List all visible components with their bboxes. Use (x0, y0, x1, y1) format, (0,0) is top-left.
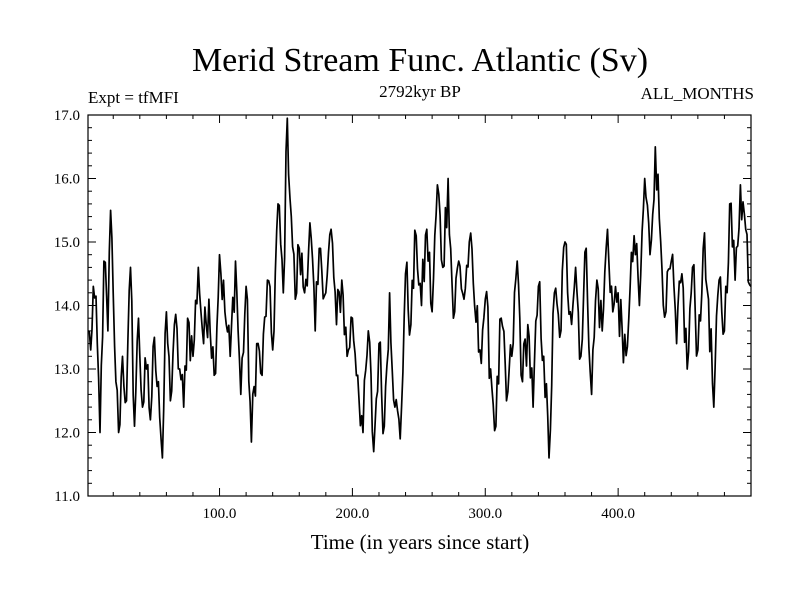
subtitle-date: 2792kyr BP (379, 82, 461, 101)
x-tick-label: 300.0 (468, 506, 502, 522)
x-tick-label: 100.0 (203, 506, 237, 522)
x-tick-label: 400.0 (601, 506, 635, 522)
y-axis: 11.0 12.0 13.0 14.0 15.0 16.0 17.0 (54, 108, 751, 505)
y-tick-label: 12.0 (54, 426, 80, 442)
x-axis-label: Time (in years since start) (311, 530, 530, 554)
subtitle-months: ALL_MONTHS (641, 84, 754, 103)
y-tick-label: 16.0 (54, 172, 80, 188)
y-tick-label: 11.0 (54, 489, 80, 505)
y-tick-label: 14.0 (54, 299, 80, 315)
x-tick-label: 200.0 (336, 506, 370, 522)
y-tick-label: 15.0 (54, 235, 80, 251)
x-axis: 100.0 200.0 300.0 400.0 (112, 115, 725, 522)
chart-title: Merid Stream Func. Atlantic (Sv) (192, 42, 648, 79)
y-tick-label: 17.0 (54, 108, 80, 124)
data-series-line (87, 117, 752, 459)
y-tick-label: 13.0 (54, 362, 80, 378)
plot-frame (87, 114, 752, 497)
subtitle-experiment: Expt = tfMFI (88, 88, 179, 107)
